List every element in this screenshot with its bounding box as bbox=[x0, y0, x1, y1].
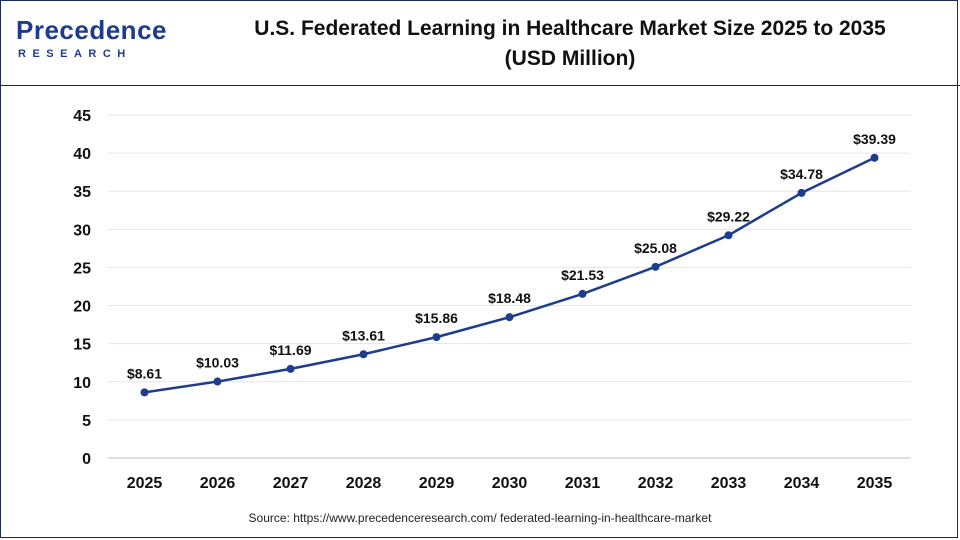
x-tick-label: 2033 bbox=[711, 475, 747, 492]
data-point bbox=[286, 364, 295, 373]
data-point bbox=[724, 231, 733, 240]
x-tick-label: 2032 bbox=[638, 475, 674, 492]
y-tick-label: 20 bbox=[73, 299, 91, 316]
y-tick-label: 15 bbox=[73, 337, 91, 354]
data-point bbox=[432, 333, 441, 342]
data-label: $13.61 bbox=[342, 327, 385, 343]
x-tick-label: 2034 bbox=[784, 475, 820, 492]
series-line bbox=[144, 156, 876, 394]
y-tick-label: 35 bbox=[73, 184, 91, 201]
x-tick-label: 2026 bbox=[200, 475, 236, 492]
data-point bbox=[140, 388, 149, 397]
y-tick-label: 10 bbox=[73, 375, 91, 392]
data-label: $39.39 bbox=[853, 131, 896, 147]
data-label: $29.22 bbox=[707, 208, 750, 224]
y-tick-label: 5 bbox=[82, 413, 91, 430]
y-tick-label: 25 bbox=[73, 260, 91, 277]
logo-subtitle: RESEARCH bbox=[18, 48, 132, 60]
x-tick-label: 2031 bbox=[565, 475, 601, 492]
data-label: $18.48 bbox=[488, 290, 531, 306]
y-tick-label: 40 bbox=[73, 146, 91, 163]
data-point bbox=[797, 188, 806, 197]
data-label: $11.69 bbox=[269, 342, 311, 358]
y-tick-label: 45 bbox=[73, 108, 91, 125]
chart-title-line-2: (USD Million) bbox=[504, 47, 636, 70]
data-point bbox=[359, 350, 368, 359]
chart-title-line-1: U.S. Federated Learning in Healthcare Ma… bbox=[254, 17, 886, 40]
data-point bbox=[870, 153, 879, 162]
x-tick-label: 2028 bbox=[346, 475, 382, 492]
data-point bbox=[505, 313, 514, 322]
x-tick-label: 2029 bbox=[419, 475, 455, 492]
x-tick-label: 2025 bbox=[127, 475, 163, 492]
x-tick-label: 2035 bbox=[857, 475, 893, 492]
precedence-research-logo: Precedence RESEARCH bbox=[16, 16, 166, 66]
data-label: $10.03 bbox=[196, 355, 239, 371]
data-label: $8.61 bbox=[127, 365, 162, 381]
chart-header: Precedence RESEARCH U.S. Federated Learn… bbox=[0, 0, 960, 86]
data-point bbox=[213, 377, 222, 386]
x-tick-label: 2027 bbox=[273, 475, 309, 492]
data-label: $25.08 bbox=[634, 240, 677, 256]
y-tick-label: 30 bbox=[73, 222, 91, 239]
x-tick-label: 2030 bbox=[492, 475, 528, 492]
data-label: $34.78 bbox=[780, 166, 823, 182]
data-label: $21.53 bbox=[561, 267, 604, 283]
y-tick-label: 0 bbox=[82, 451, 91, 468]
chart-title: U.S. Federated Learning in Healthcare Ma… bbox=[190, 14, 950, 74]
logo-wordmark: Precedence bbox=[16, 15, 167, 45]
source-note: Source: https://www.precedenceresearch.c… bbox=[248, 511, 712, 525]
data-label: $15.86 bbox=[415, 310, 458, 326]
data-point bbox=[651, 262, 660, 271]
data-point bbox=[578, 289, 587, 298]
